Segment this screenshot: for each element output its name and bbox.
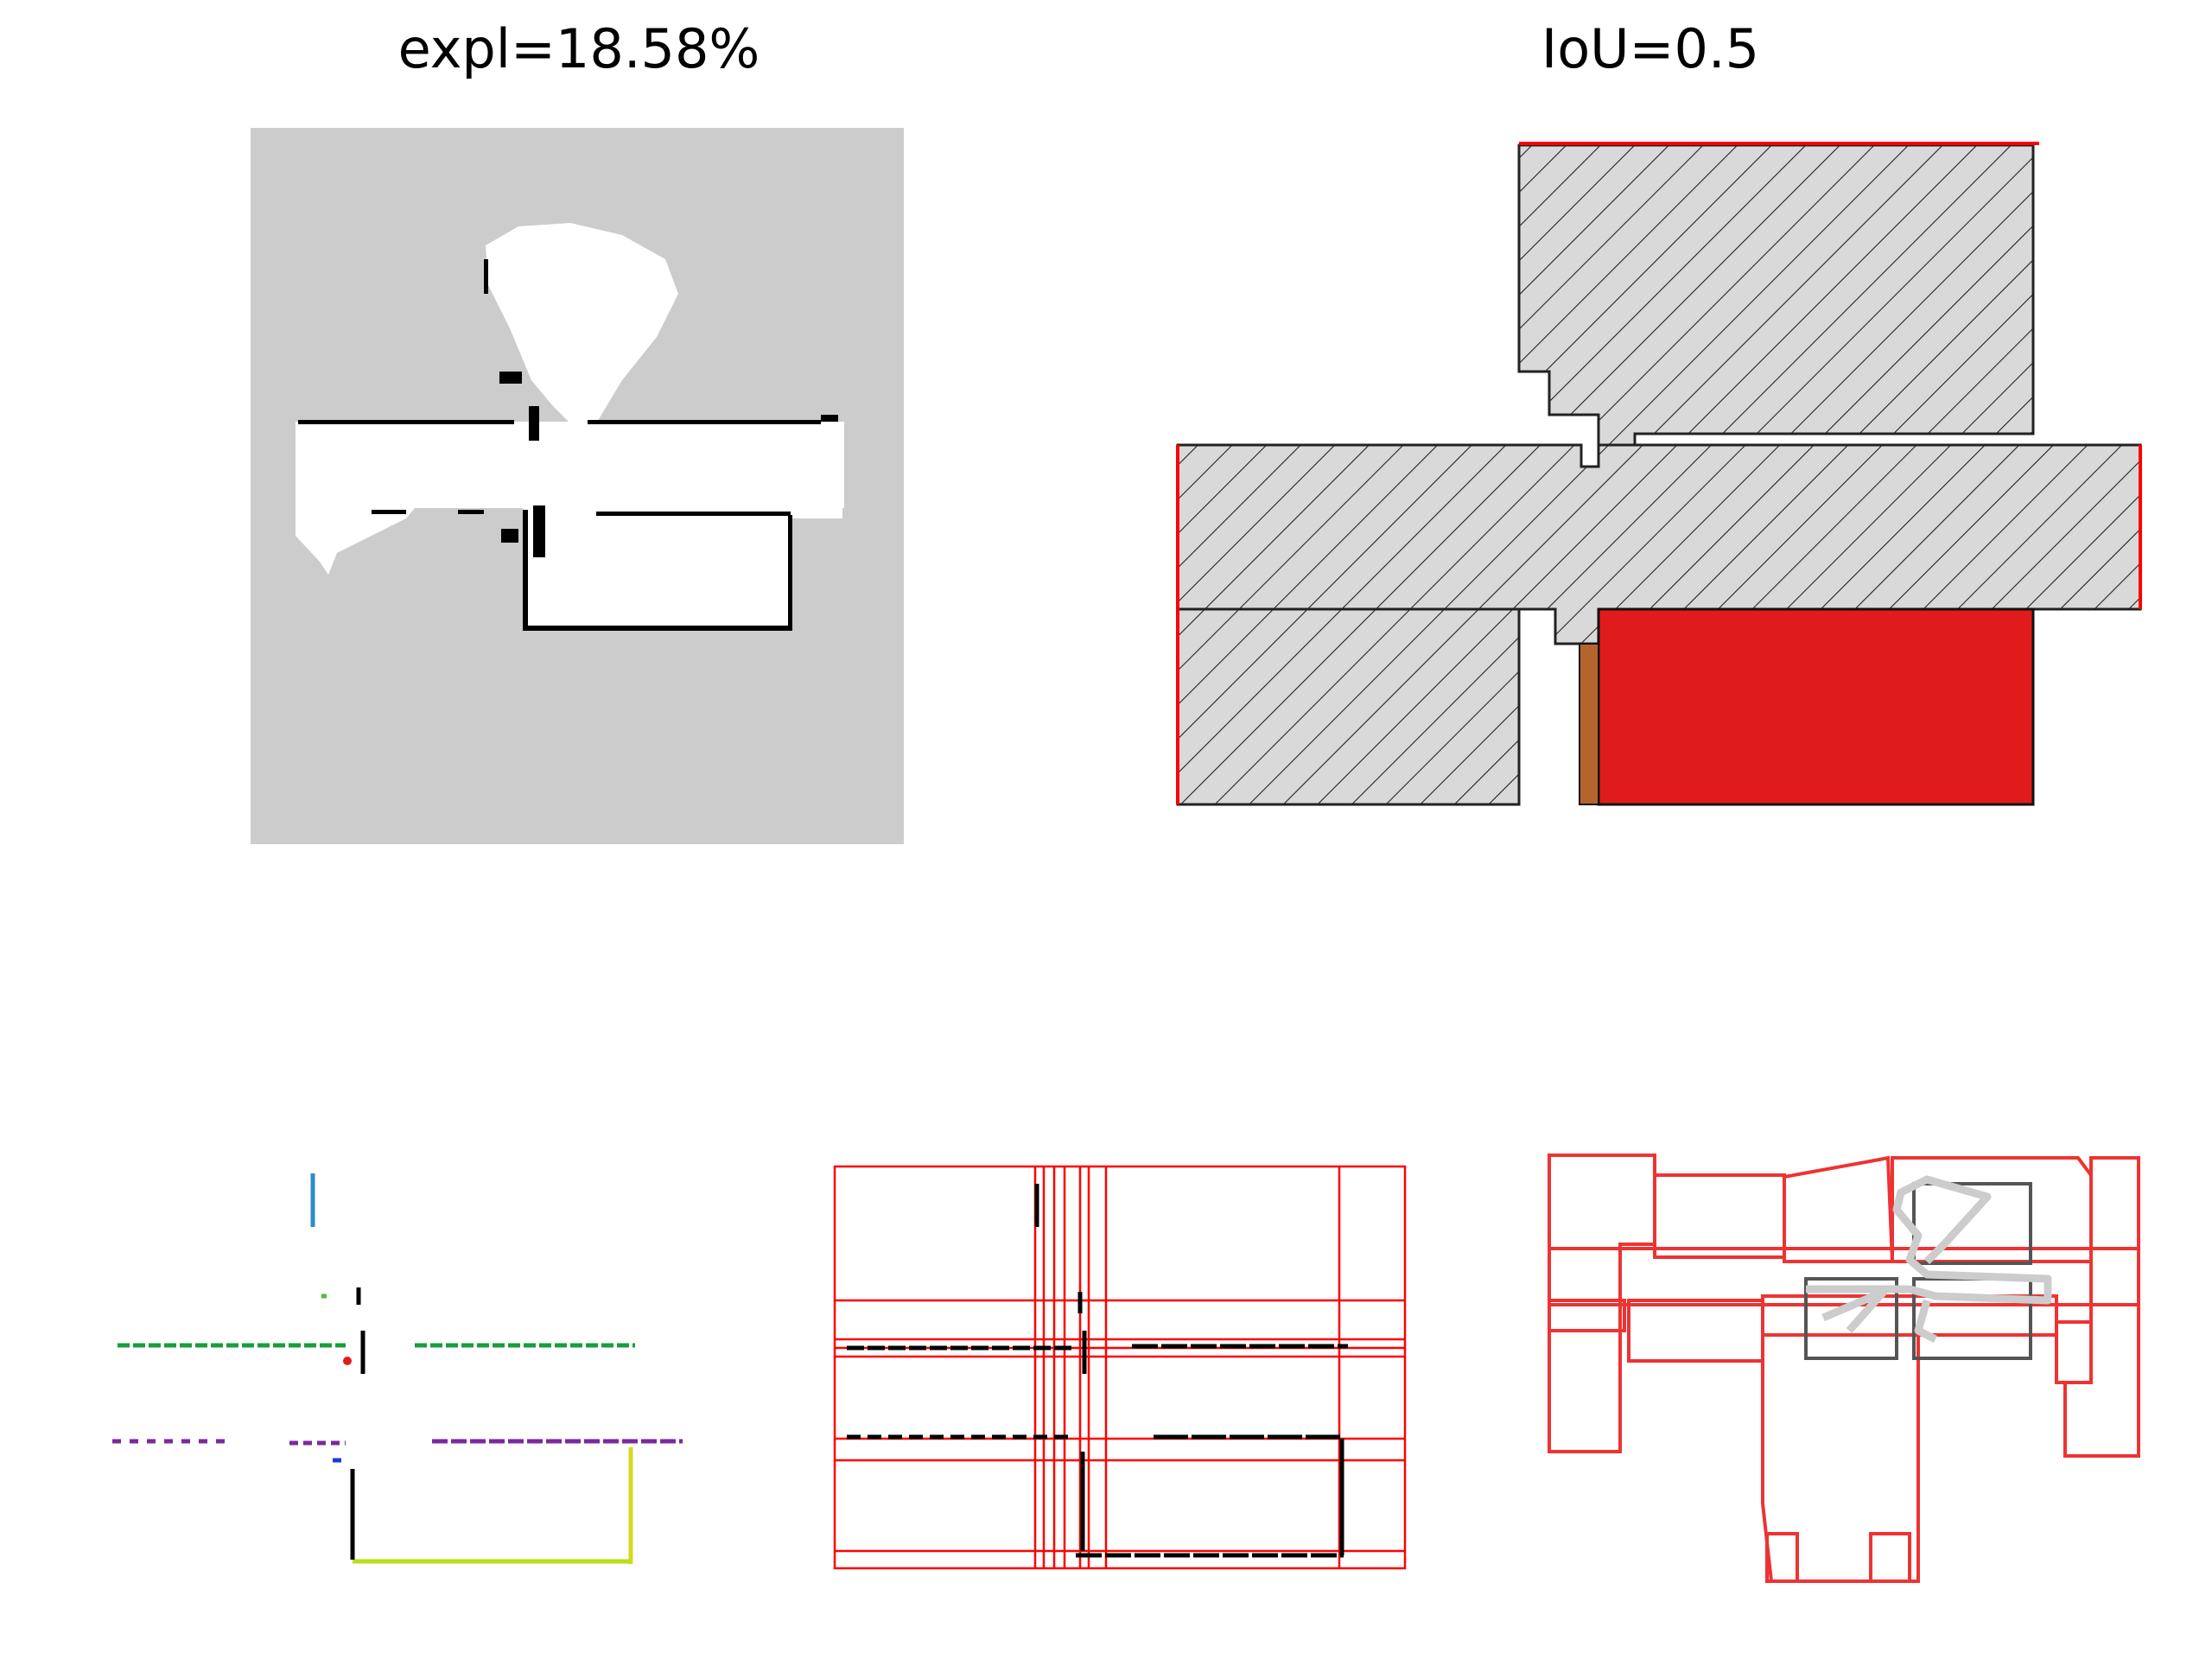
room-overlap-iou-diagram (1176, 142, 2142, 806)
explored-area (296, 223, 844, 629)
detected-walls (847, 1184, 1348, 1558)
exploration-title: expl=18.58% (397, 17, 760, 80)
wall-line-grid (833, 1165, 1407, 1570)
grid-lines (835, 1166, 1405, 1568)
grid-frame (833, 1165, 1407, 1570)
walls (298, 259, 838, 631)
exploration-occupancy-map (251, 128, 904, 844)
highlight-room (1597, 607, 2035, 806)
room-top (1517, 143, 2035, 447)
robot-trajectory (1806, 1175, 2052, 1344)
hatched-rooms (1176, 143, 2142, 806)
room-polygon-overlay (1548, 1154, 2140, 1583)
clustered-wall-segments (112, 1173, 683, 1564)
predicted-room-polygons (1548, 1154, 2140, 1583)
iou-title: IoU=0.5 (1541, 17, 1760, 80)
red-boundary-edges (1176, 142, 2142, 804)
segment-cluster (343, 1357, 352, 1365)
room-bottom-left (1176, 607, 1521, 806)
door-strip (1579, 643, 1599, 805)
